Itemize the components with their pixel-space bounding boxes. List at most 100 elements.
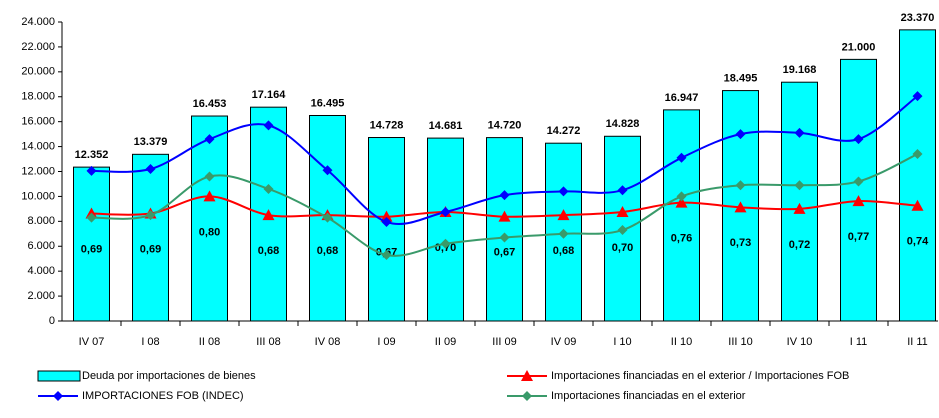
bar-label: 17.164 <box>252 89 287 101</box>
point <box>322 212 333 223</box>
bar-label: 12.352 <box>75 149 109 161</box>
point <box>911 199 924 211</box>
bar-label: 14.272 <box>547 125 581 137</box>
y-tick-label: 4.000 <box>27 265 55 277</box>
bar <box>73 166 110 322</box>
legend-marker <box>522 391 532 401</box>
x-tick-label: III 09 <box>492 336 516 348</box>
point <box>263 120 274 131</box>
bar-label: 16.947 <box>665 92 699 104</box>
y-tick-label: 22.000 <box>21 41 55 53</box>
x-tick-label: I 10 <box>613 336 631 348</box>
point <box>912 91 923 102</box>
point <box>853 176 864 187</box>
y-tick-label: 14.000 <box>21 140 55 152</box>
point <box>440 238 451 249</box>
point <box>912 149 923 160</box>
point <box>794 180 805 191</box>
point-label: 0,68 <box>258 245 279 257</box>
point <box>617 185 628 196</box>
point-label: 0,67 <box>494 247 515 259</box>
point <box>675 196 688 208</box>
legend-label: Importaciones financiadas en el exterior… <box>551 370 849 382</box>
y-tick-label: 0 <box>49 315 55 327</box>
point-label: 0,72 <box>789 239 810 251</box>
bar-label: 18.495 <box>724 72 758 84</box>
point <box>676 191 687 202</box>
bar-label: 13.379 <box>134 136 168 148</box>
point <box>616 205 629 217</box>
bar <box>427 137 464 322</box>
bar-label: 23.370 <box>901 12 935 24</box>
bar <box>781 81 818 322</box>
y-tick-label: 2.000 <box>27 290 55 302</box>
bar-label: 14.828 <box>606 118 640 130</box>
x-tick-label: II 09 <box>435 336 456 348</box>
bar <box>191 115 228 322</box>
bar-label: 21.000 <box>842 41 876 53</box>
point <box>558 186 569 197</box>
bar <box>486 137 523 322</box>
point-label: 0,77 <box>848 231 869 243</box>
bar <box>840 58 877 322</box>
point <box>204 134 215 145</box>
bar <box>663 109 700 322</box>
point-label: 0,68 <box>553 245 574 257</box>
point <box>381 249 392 260</box>
point <box>145 164 156 175</box>
point-label: 0,68 <box>317 245 338 257</box>
point <box>499 190 510 201</box>
point <box>262 209 275 221</box>
bar-label: 14.681 <box>429 120 463 132</box>
x-tick-label: II 11 <box>907 336 928 348</box>
x-tick-label: IV 10 <box>787 336 813 348</box>
point <box>676 152 687 163</box>
point <box>203 190 216 202</box>
bar <box>132 153 169 322</box>
x-tick-label: IV 07 <box>79 336 105 348</box>
legend-marker <box>521 370 533 381</box>
legend-marker <box>53 391 63 401</box>
point-label: 0,69 <box>81 243 102 255</box>
point-label: 0,70 <box>612 242 633 254</box>
bar <box>899 29 936 322</box>
bar-label: 16.495 <box>311 97 345 109</box>
point <box>145 210 156 221</box>
point <box>86 165 97 176</box>
x-tick-label: I 09 <box>377 336 395 348</box>
y-tick-label: 12.000 <box>21 165 55 177</box>
x-tick-label: I 08 <box>141 336 159 348</box>
bar-label: 14.720 <box>488 120 522 132</box>
bar-label: 16.453 <box>193 98 227 110</box>
x-tick-label: II 08 <box>199 336 220 348</box>
point-label: 0,73 <box>730 237 751 249</box>
legend-swatch <box>37 370 81 382</box>
point <box>499 232 510 243</box>
bar-label: 14.728 <box>370 119 404 131</box>
point <box>558 228 569 239</box>
x-tick-label: III 08 <box>256 336 280 348</box>
point <box>852 195 865 207</box>
point <box>734 201 747 213</box>
legend-label: IMPORTACIONES FOB (INDEC) <box>82 390 244 402</box>
point <box>86 212 97 223</box>
point <box>380 210 393 222</box>
point <box>440 206 451 217</box>
point <box>735 129 746 140</box>
point <box>735 180 746 191</box>
y-tick-label: 20.000 <box>21 66 55 78</box>
point-label: 0,69 <box>140 243 161 255</box>
point <box>557 209 570 221</box>
point-label: 0,74 <box>907 236 929 248</box>
y-tick-label: 6.000 <box>27 240 55 252</box>
x-tick-label: IV 08 <box>315 336 341 348</box>
y-tick-label: 16.000 <box>21 116 55 128</box>
legend-label: Deuda por importaciones de bienes <box>82 370 256 382</box>
y-tick-label: 18.000 <box>21 91 55 103</box>
x-tick-label: IV 09 <box>551 336 577 348</box>
point <box>793 202 806 214</box>
y-tick-label: 8.000 <box>27 215 55 227</box>
bar <box>368 137 405 322</box>
x-tick-label: III 10 <box>728 336 752 348</box>
